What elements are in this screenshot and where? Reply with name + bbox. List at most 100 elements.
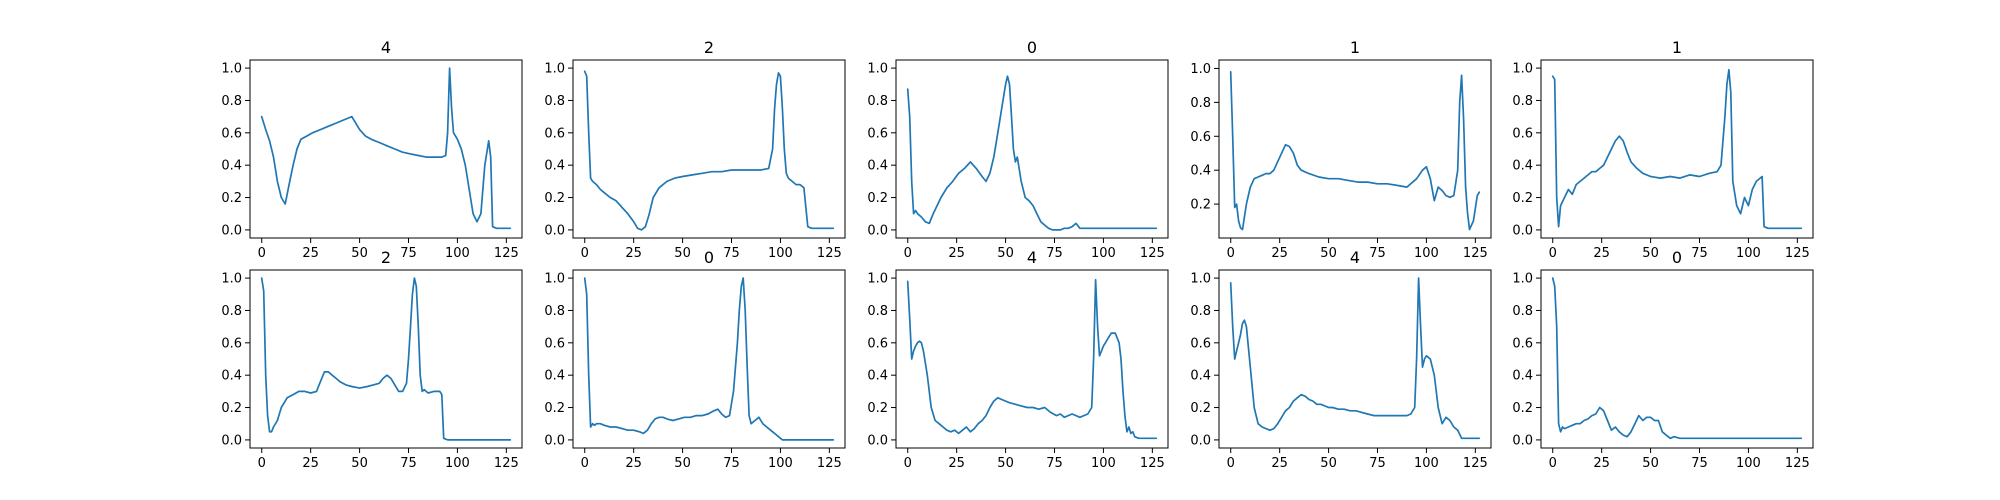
y-tick-label: 0.6 <box>544 126 565 141</box>
x-tick-label: 0 <box>581 456 589 471</box>
y-tick-label: 0.4 <box>221 159 242 174</box>
y-tick-label: 0.4 <box>221 369 242 384</box>
y-tick-label: 0.0 <box>221 223 242 238</box>
subplot-9: 0 25 50 75 100 125 0.0 0.2 0.4 0.6 0.8 1.0 4 <box>1190 248 1492 471</box>
y-tick-label: 0.6 <box>221 126 242 141</box>
x-tick-label: 125 <box>1140 456 1165 471</box>
y-tick-label: 0.6 <box>867 126 888 141</box>
subplot-3: 0 25 50 75 100 125 0.0 0.2 0.4 0.6 0.8 1.0 0 <box>867 38 1169 261</box>
x-tick-label: 25 <box>1593 246 1610 261</box>
y-tick-label: 1.0 <box>1512 272 1533 287</box>
x-tick-label: 25 <box>948 456 965 471</box>
y-tick-label: 0.4 <box>867 159 888 174</box>
x-tick-label: 25 <box>1593 456 1610 471</box>
x-tick-label: 75 <box>400 246 417 261</box>
y-tick-label: 0.4 <box>544 369 565 384</box>
x-tick-label: 50 <box>997 246 1014 261</box>
y-tick-label: 0.8 <box>867 94 888 109</box>
series-line <box>906 75 1158 231</box>
x-tick-label: 75 <box>1691 246 1708 261</box>
y-tick-label: 0.8 <box>867 304 888 319</box>
x-tick-label: 50 <box>351 456 368 471</box>
x-tick-label: 75 <box>723 456 740 471</box>
x-tick-label: 50 <box>674 456 691 471</box>
y-tick-label: 0.8 <box>1512 94 1533 109</box>
subplot-10: 0 25 50 75 100 125 0.0 0.2 0.4 0.6 0.8 1.0 0 <box>1512 248 1814 471</box>
x-tick-label: 0 <box>904 456 912 471</box>
y-tick-label: 0.2 <box>221 191 242 206</box>
x-tick-label: 125 <box>1140 246 1165 261</box>
subplot-title: 2 <box>381 248 391 267</box>
plot-frame <box>1540 59 1814 239</box>
y-tick-label: 0.4 <box>1190 369 1211 384</box>
x-tick-label: 0 <box>1227 456 1235 471</box>
y-tick-label: 0.2 <box>867 191 888 206</box>
y-tick-label: 0.2 <box>221 401 242 416</box>
subplot-title: 0 <box>1027 38 1037 57</box>
series-line <box>1229 277 1481 440</box>
x-tick-label: 50 <box>1642 456 1659 471</box>
y-tick-label: 1.0 <box>1512 62 1533 77</box>
subplot-title: 0 <box>704 248 714 267</box>
y-tick-label: 0.4 <box>1512 369 1533 384</box>
y-tick-label: 0.6 <box>867 336 888 351</box>
series-line <box>1551 277 1803 440</box>
plot-frame <box>1218 269 1492 449</box>
x-tick-label: 125 <box>1785 246 1810 261</box>
subplot-8: 0 25 50 75 100 125 0.0 0.2 0.4 0.6 0.8 1.0 4 <box>867 248 1169 471</box>
subplot-title: 4 <box>1027 248 1037 267</box>
series-line <box>1551 68 1803 230</box>
x-tick-label: 100 <box>1091 246 1116 261</box>
y-tick-label: 1.0 <box>1190 272 1211 287</box>
y-tick-label: 1.0 <box>867 62 888 77</box>
x-tick-label: 100 <box>1414 246 1439 261</box>
subplot-title: 1 <box>1350 38 1360 57</box>
y-tick-label: 1.0 <box>544 62 565 77</box>
y-tick-label: 0.6 <box>544 336 565 351</box>
x-tick-label: 0 <box>258 456 266 471</box>
series-line <box>906 278 1158 440</box>
x-tick-label: 25 <box>302 456 319 471</box>
series-line <box>1229 71 1481 231</box>
x-tick-label: 125 <box>817 246 842 261</box>
y-tick-label: 0.4 <box>867 369 888 384</box>
x-tick-label: 0 <box>904 246 912 261</box>
subplot-5: 0 25 50 75 100 125 0.0 0.2 0.4 0.6 0.8 1.0 1 <box>1512 38 1814 261</box>
x-tick-label: 100 <box>768 456 793 471</box>
x-tick-label: 100 <box>1091 456 1116 471</box>
y-tick-label: 0.6 <box>221 336 242 351</box>
x-tick-label: 25 <box>625 456 642 471</box>
y-tick-label: 0.6 <box>1512 126 1533 141</box>
y-tick-label: 0.4 <box>1512 159 1533 174</box>
subplot-1: 0 25 50 75 100 125 0.0 0.2 0.4 0.6 0.8 1.0 4 <box>221 38 523 261</box>
x-tick-label: 100 <box>445 246 470 261</box>
x-tick-label: 75 <box>1691 456 1708 471</box>
y-tick-label: 0.4 <box>544 159 565 174</box>
x-tick-label: 75 <box>1046 246 1063 261</box>
plot-frame <box>895 269 1169 449</box>
y-tick-label: 0.8 <box>221 304 242 319</box>
x-tick-label: 0 <box>1549 456 1557 471</box>
x-tick-label: 0 <box>1227 246 1235 261</box>
x-tick-label: 100 <box>445 456 470 471</box>
y-tick-label: 1.0 <box>544 272 565 287</box>
x-tick-label: 50 <box>674 246 691 261</box>
y-tick-label: 1.0 <box>867 272 888 287</box>
series-line <box>583 70 835 231</box>
subplot-title: 4 <box>1350 248 1360 267</box>
plot-frame <box>572 269 846 449</box>
plot-frame <box>249 269 523 449</box>
x-tick-label: 50 <box>351 246 368 261</box>
y-tick-label: 1.0 <box>221 62 242 77</box>
y-tick-label: 0.2 <box>1512 191 1533 206</box>
x-tick-label: 75 <box>1369 456 1386 471</box>
y-tick-label: 0.6 <box>1190 336 1211 351</box>
y-tick-label: 1.0 <box>221 272 242 287</box>
y-tick-label: 0.0 <box>867 433 888 448</box>
series-line <box>583 277 835 441</box>
y-tick-label: 0.8 <box>221 94 242 109</box>
y-tick-label: 0.8 <box>1190 304 1211 319</box>
x-tick-label: 0 <box>581 246 589 261</box>
subplot-title: 4 <box>381 38 391 57</box>
